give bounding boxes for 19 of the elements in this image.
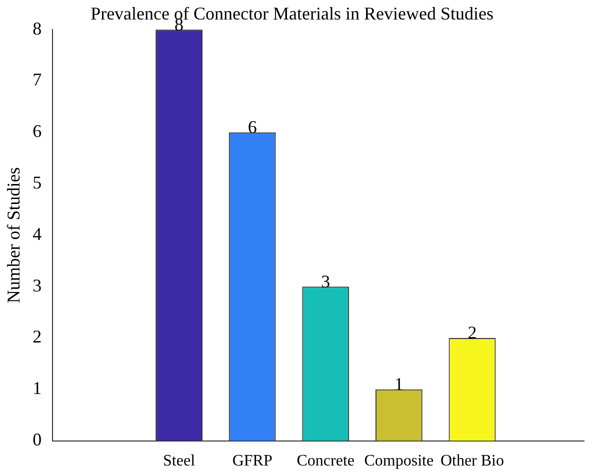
x-tick-label: Steel	[163, 452, 196, 470]
y-tick-label: 3	[32, 275, 42, 296]
x-tick-label: Other Bio	[440, 452, 504, 470]
y-tick-label: 1	[32, 378, 42, 398]
y-tick-label: 0	[32, 430, 42, 450]
y-axis-title: Number of Studies	[4, 167, 24, 304]
x-tick-label: Concrete	[296, 452, 355, 470]
y-tick-label: 4	[32, 224, 42, 244]
y-tick-label: 8	[32, 18, 42, 38]
y-tick-label: 5	[32, 172, 42, 193]
x-tick-label: GFRP	[232, 452, 272, 470]
x-tick-label: Composite	[364, 452, 434, 470]
y-tick-label: 7	[32, 70, 42, 90]
data-label: 6	[248, 117, 257, 138]
y-tick-label: 6	[32, 121, 42, 142]
data-label: 3	[321, 271, 330, 292]
y-tick-label: 2	[32, 326, 42, 347]
data-label: 1	[394, 374, 404, 394]
data-label: 2	[468, 322, 477, 343]
